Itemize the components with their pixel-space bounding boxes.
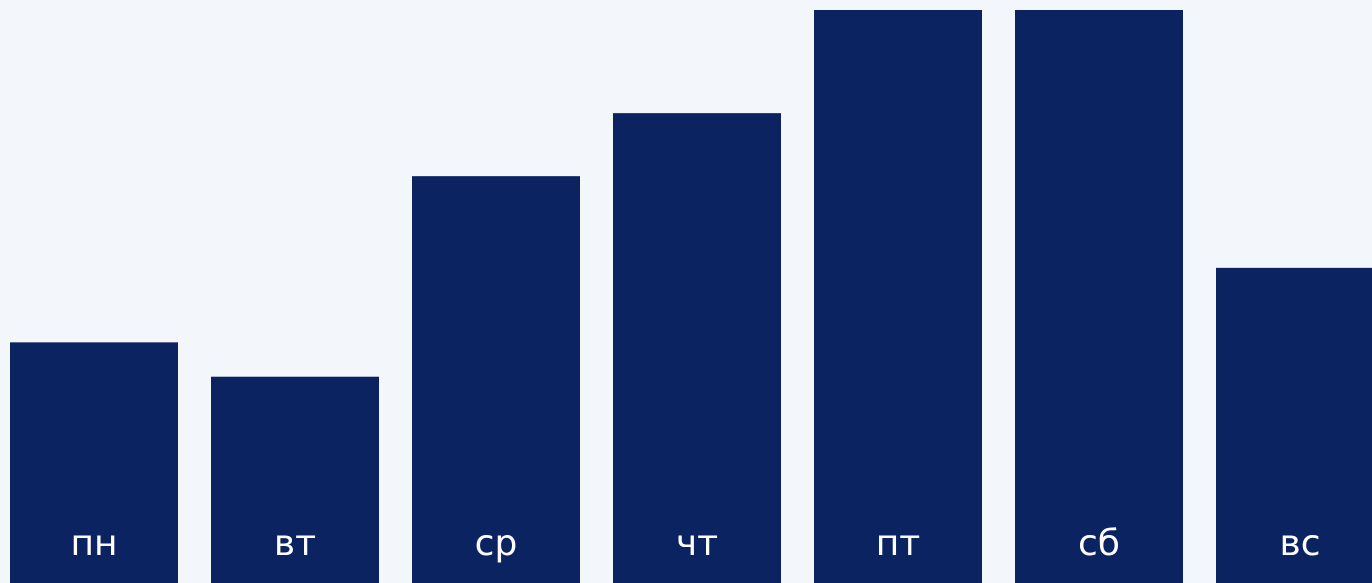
bar-label-4: пт — [876, 523, 921, 564]
bar-4 — [814, 10, 982, 583]
bar-5 — [1015, 10, 1183, 583]
bar-label-3: чт — [676, 523, 718, 564]
bar-label-1: вт — [274, 523, 316, 564]
bars-group — [10, 10, 1372, 583]
bar-label-5: сб — [1078, 523, 1120, 564]
bar-1 — [211, 376, 379, 583]
bar-6 — [1216, 267, 1372, 583]
bar-label-0: пн — [70, 523, 117, 564]
bar-0 — [10, 342, 178, 583]
bar-3 — [613, 113, 781, 583]
bar-label-6: вс — [1279, 523, 1320, 564]
bar-2 — [412, 176, 580, 583]
bar-label-2: ср — [475, 523, 518, 564]
labels-group: пн вт ср чт пт сб вс — [70, 523, 1320, 564]
